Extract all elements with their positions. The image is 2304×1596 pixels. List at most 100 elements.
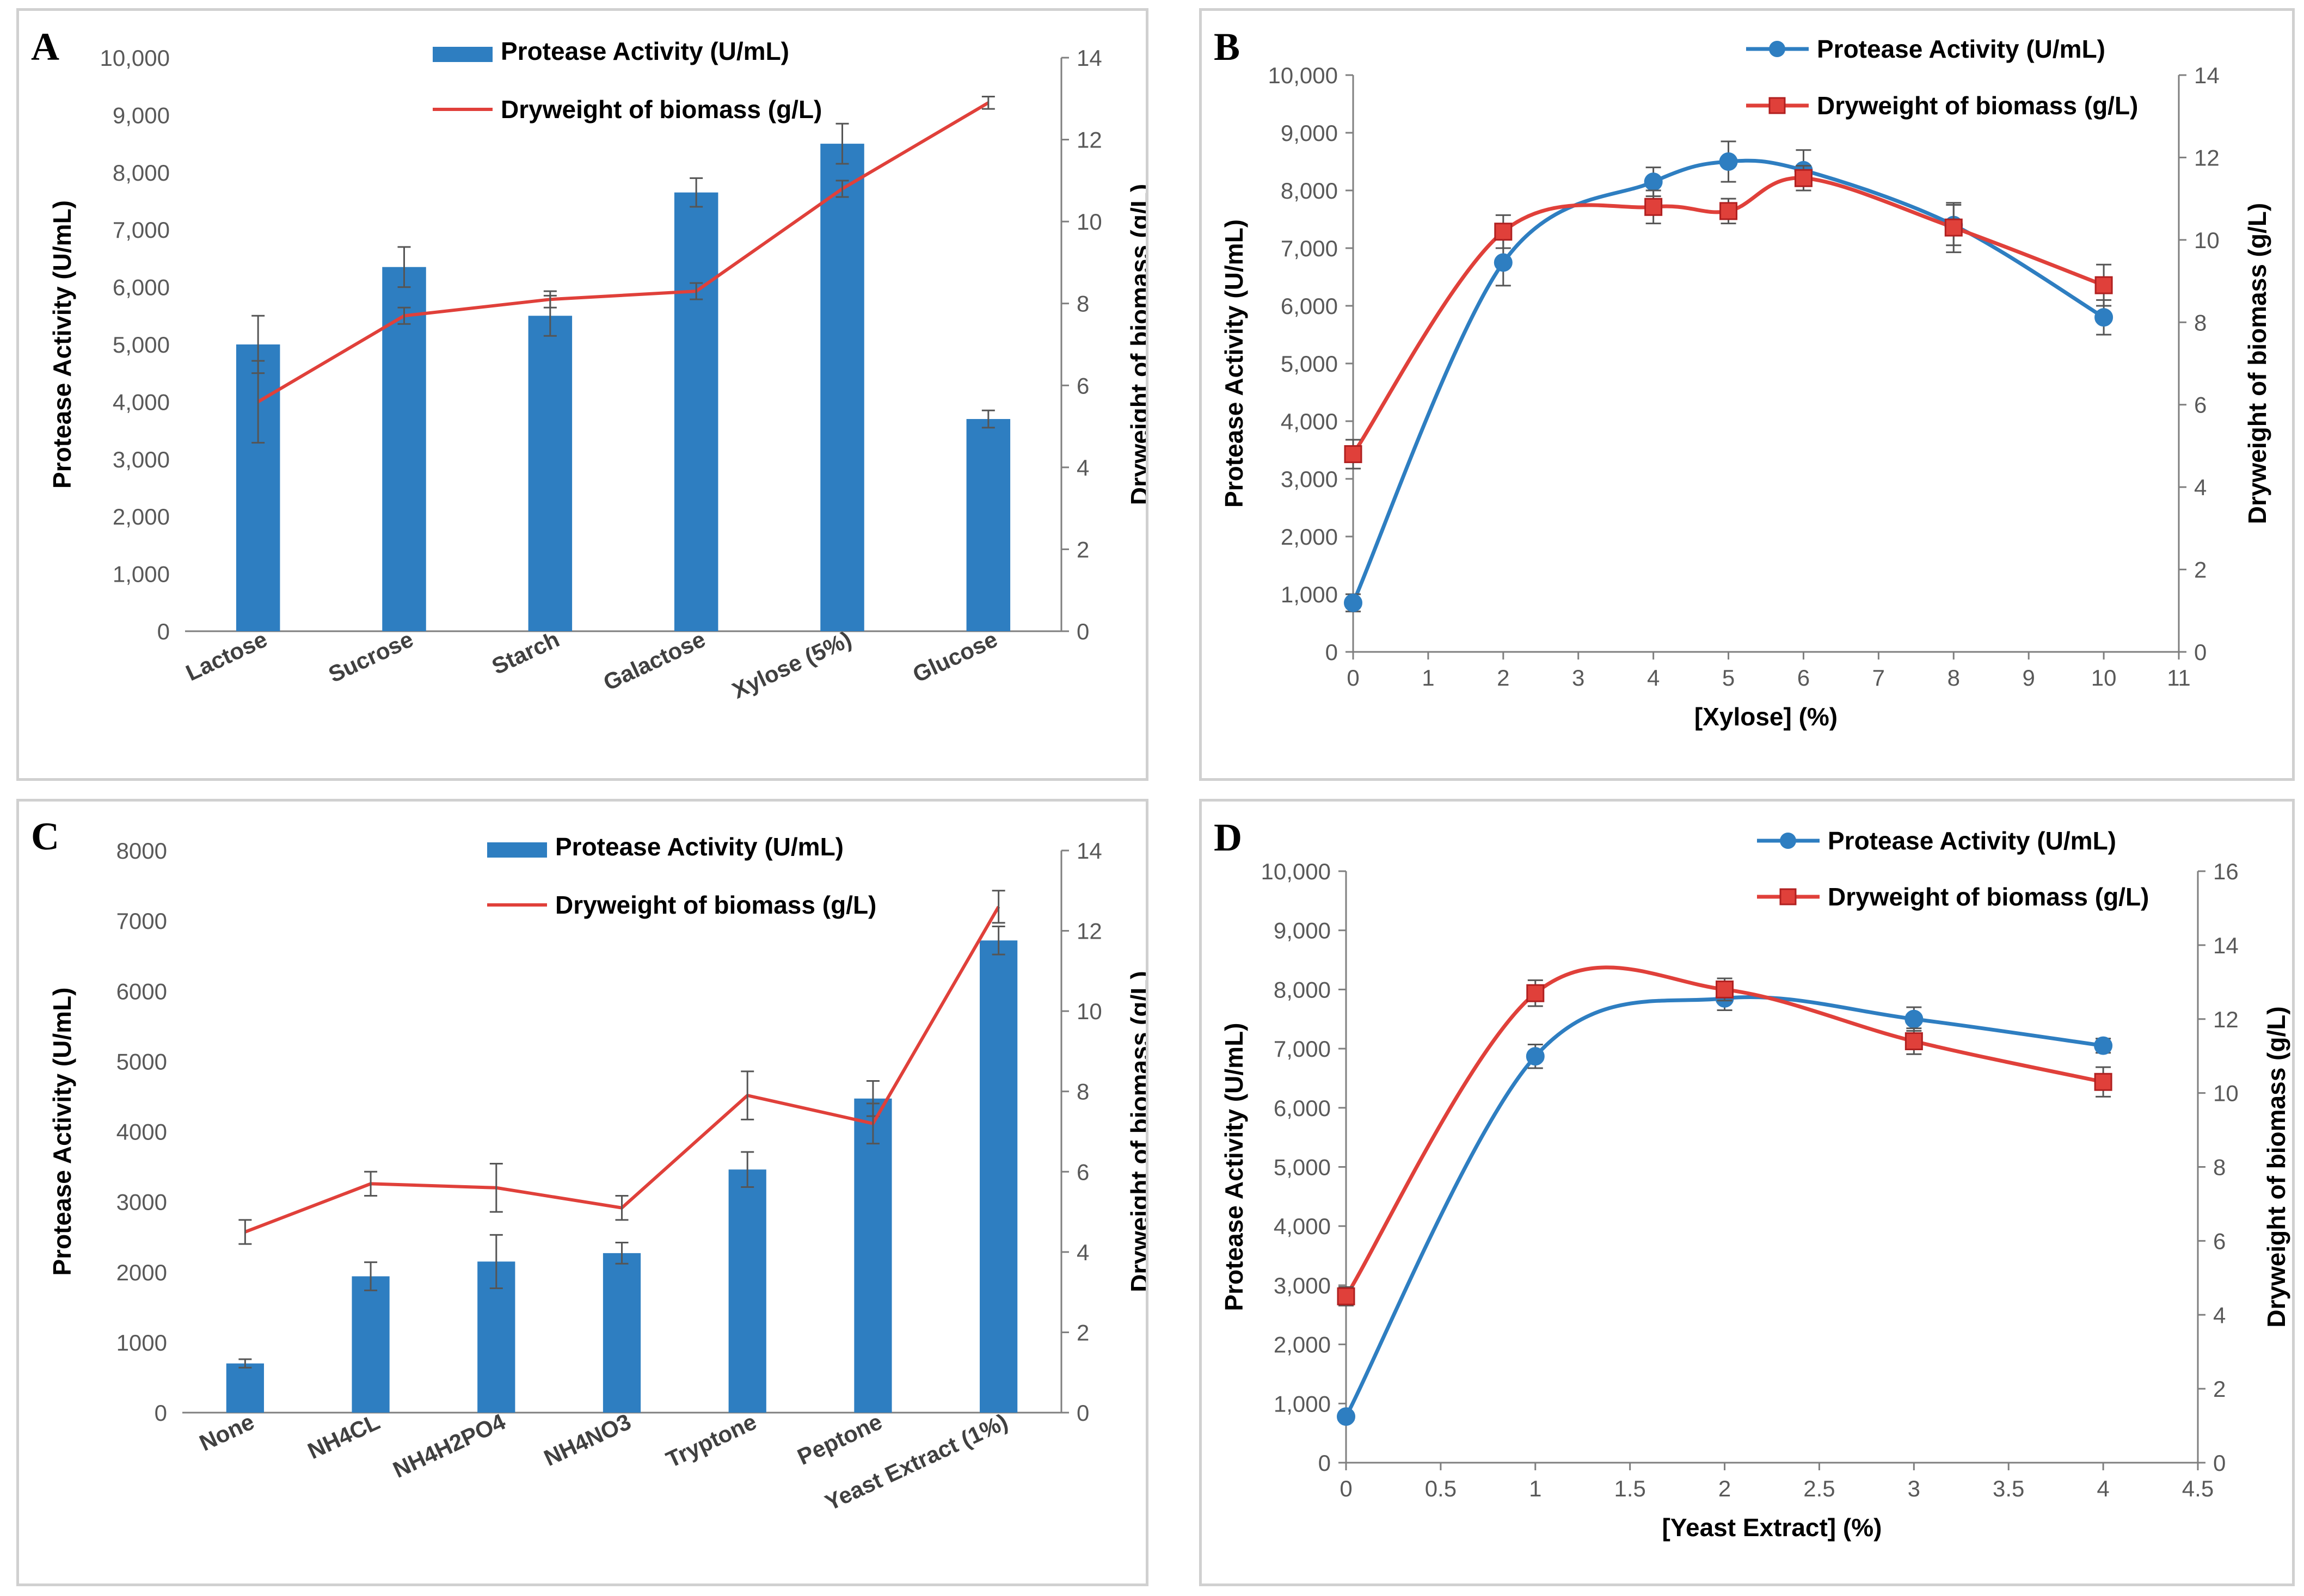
legend-label-protease: Protease Activity (U/mL) [555,833,844,861]
y-tick-label: 1,000 [113,562,170,587]
y-tick-label: 4,000 [1274,1213,1331,1239]
panel-label: B [1214,25,1240,69]
y2-tick-label: 2 [2213,1376,2226,1402]
y-tick-label: 0 [1325,639,1338,665]
panel-label: C [31,815,59,858]
y2-tick-label: 0 [2213,1450,2226,1476]
legend-marker-dryweight [1779,888,1797,905]
y-tick-label: 6,000 [1281,293,1338,319]
y-tick-label: 3000 [116,1190,167,1215]
y-tick-label: 4,000 [1281,409,1338,434]
x-tick-label: 8 [1947,665,1960,691]
y-tick-label: 2000 [116,1260,167,1285]
bar-protease-5 [820,144,864,632]
legend-marker-protease [1769,41,1785,57]
x-tick-label: 2 [1497,665,1509,691]
y2-tick-label: 14 [1077,45,1102,71]
x-category-label: Sucrose [324,626,417,688]
y-tick-label: 8,000 [1281,178,1338,204]
point-protease-1 [1344,593,1362,612]
x-category-label: Tryptone [662,1409,760,1473]
y2-tick-label: 2 [1077,1320,1089,1345]
legend-label-protease: Protease Activity (U/mL) [1817,35,2105,63]
x-tick-label: 2.5 [1803,1476,1835,1501]
legend-label-protease: Protease Activity (U/mL) [1828,827,2116,855]
bar-protease-1 [226,1363,264,1413]
legend-label-dryweight: Dryweight of biomass (g/L) [501,95,822,124]
point-protease-4 [1904,1009,1924,1028]
point-dryweight-3 [1716,980,1734,999]
x-category-label: NH4CL [304,1409,384,1464]
y2-tick-label: 12 [1077,919,1102,944]
y2-tick-label: 14 [1077,838,1102,864]
x-tick-label: 0 [1347,665,1359,691]
x-category-label: NH4NO3 [540,1409,635,1471]
y2-axis-title: Dryweight of biomass (g/L) [1126,971,1146,1292]
chart-c: C 0 1000 2000 3000 4000 5000 6000 7000 8000 0 2 4 6 8 1… [31,815,1146,1515]
y2-tick-label: 10 [1077,209,1102,235]
legend-label-dryweight: Dryweight of biomass (g/L) [555,891,876,919]
y2-axis-title: Dryweight of biomass (g/L) [2243,203,2271,524]
y-tick-label: 3,000 [1274,1273,1331,1298]
y-tick-label: 6000 [116,978,167,1004]
legend-label-dryweight: Dryweight of biomass (g/L) [1828,883,2149,911]
y-axis-title: Protease Activity (U/mL) [48,988,76,1276]
x-tick-label: 7 [1872,665,1885,691]
panel-d: D 0 1,000 2,000 3,000 4,000 5,000 6,000 7,000 8,0… [1199,799,2295,1586]
x-tick-label: 10 [2091,665,2117,691]
panel-label: A [31,25,59,69]
x-tick-label: 4 [2097,1476,2109,1501]
x-tick-label: 4 [1647,665,1660,691]
y2-tick-label: 10 [1077,999,1102,1024]
point-protease-1 [1337,1407,1355,1426]
y2-tick-label: 12 [2213,1007,2239,1032]
y-tick-label: 8,000 [1274,977,1331,1002]
y2-tick-label: 0 [1077,619,1089,644]
x-tick-label: 0 [1340,1476,1352,1501]
x-category-label: Peptone [794,1409,886,1470]
line-protease [1351,158,2105,604]
y2-tick-label: 14 [2194,63,2220,88]
y-tick-label: 3,000 [113,447,170,472]
y-tick-label: 1,000 [1274,1391,1331,1416]
point-protease-2 [1494,253,1513,272]
point-dryweight-5 [1794,169,1813,187]
y2-tick-label: 4 [2194,475,2207,500]
point-protease-4 [1719,152,1738,171]
y-tick-label: 6,000 [113,275,170,300]
y-tick-label: 7,000 [113,217,170,243]
x-tick-label: 2 [1718,1476,1731,1501]
x-tick-label: 5 [1722,665,1735,691]
y-tick-label: 9,000 [113,102,170,128]
chart-d: D 0 1,000 2,000 3,000 4,000 5,000 6,000 7,000 8,0… [1214,816,2290,1542]
x-category-label: Galactose [599,626,709,695]
y2-axis-title: Dryweight of biomass (g/L) [1126,184,1146,505]
bar-protease-3 [528,316,573,631]
y-tick-label: 0 [157,619,170,644]
y2-tick-label: 12 [1077,127,1102,153]
y2-tick-label: 8 [1077,291,1089,317]
x-axis-title: [Xylose] (%) [1694,703,1838,731]
point-dryweight-2 [1526,984,1545,1002]
y-axis-title: Protease Activity (U/mL) [48,200,76,489]
bar-protease-5 [728,1169,766,1413]
bar-protease-2 [382,267,426,632]
y-tick-label: 7000 [116,908,167,934]
y2-tick-label: 16 [2213,859,2239,884]
x-tick-label: 9 [2023,665,2035,691]
point-dryweight-6 [1944,218,1963,237]
y-tick-label: 5,000 [113,332,170,358]
point-protease-3 [1644,172,1663,192]
y2-tick-label: 12 [2194,145,2220,170]
y-tick-label: 4000 [116,1119,167,1145]
y-tick-label: 4,000 [113,389,170,415]
legend-marker-protease [1780,833,1796,849]
y-tick-label: 2,000 [1281,524,1338,550]
y2-tick-label: 6 [2213,1228,2226,1254]
x-tick-label: 3 [1908,1476,1920,1501]
line-dryweight [257,101,990,403]
x-tick-label: 1.5 [1614,1476,1645,1501]
bar-protease-4 [674,192,718,631]
panel-a: A 0 1,000 2,000 3,000 4,000 5,000 6,000 7,000 8,0… [16,8,1148,781]
y-tick-label: 3,000 [1281,466,1338,492]
